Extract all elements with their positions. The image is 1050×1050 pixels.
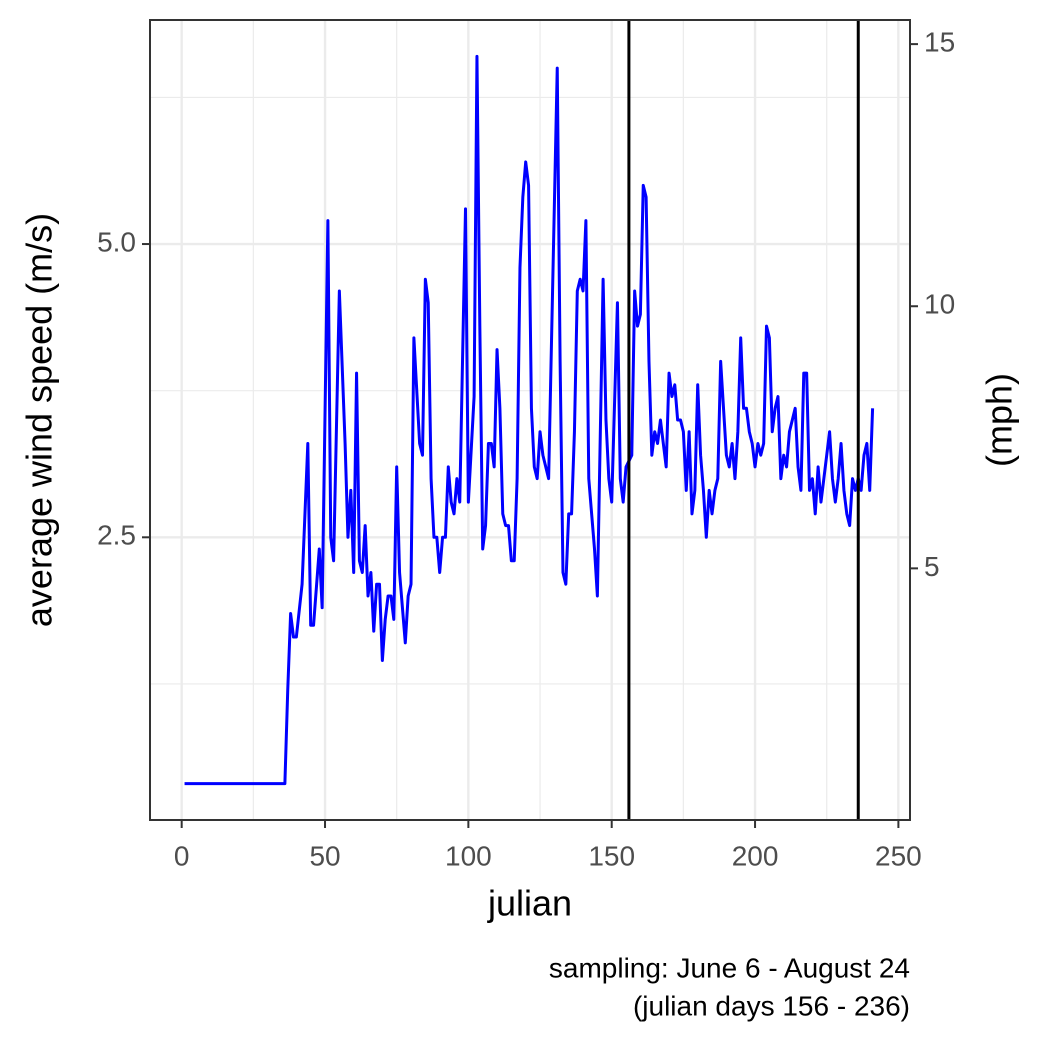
data-line: [184, 54, 875, 786]
y-axis-title: average wind speed (m/s): [19, 213, 60, 627]
x-tick-label: 150: [588, 840, 635, 871]
x-axis-title: julian: [487, 883, 572, 924]
x-tick-label: 50: [309, 840, 340, 871]
y2-tick-label: 15: [924, 27, 955, 58]
y-tick-label: 5.0: [97, 226, 136, 257]
x-tick-label: 200: [732, 840, 779, 871]
y-tick-label: 2.5: [97, 520, 136, 551]
y2-tick-label: 10: [924, 289, 955, 320]
x-tick-label: 0: [174, 840, 190, 871]
caption: sampling: June 6 - August 24: [549, 952, 910, 983]
panel-border: [149, 19, 911, 821]
x-tick-label: 250: [875, 840, 922, 871]
y2-axis-title: (mph): [979, 373, 1020, 467]
x-tick-label: 100: [445, 840, 492, 871]
y2-tick-label: 5: [924, 551, 940, 582]
caption: (julian days 156 - 236): [633, 990, 910, 1021]
